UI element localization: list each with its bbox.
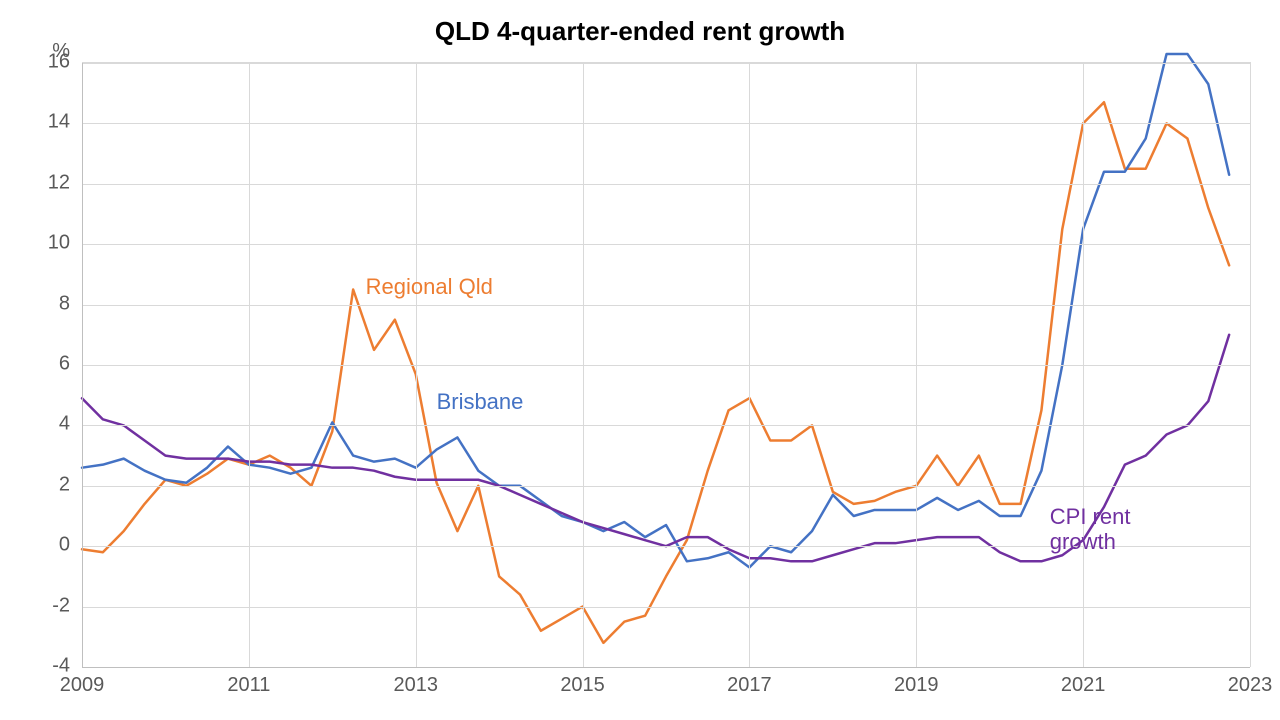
gridline-horizontal — [82, 305, 1250, 306]
y-tick-label: 8 — [0, 292, 70, 315]
gridline-horizontal — [82, 184, 1250, 185]
x-tick-label: 2021 — [1061, 674, 1106, 697]
chart-container: QLD 4-quarter-ended rent growth % -4-202… — [0, 0, 1280, 720]
x-tick-label: 2015 — [560, 674, 605, 697]
y-tick-label: 6 — [0, 353, 70, 376]
series-label-regional_qld: Regional Qld — [366, 274, 493, 300]
y-tick-label: 14 — [0, 111, 70, 134]
y-tick-label: 0 — [0, 534, 70, 557]
gridline-horizontal — [82, 425, 1250, 426]
chart-title: QLD 4-quarter-ended rent growth — [0, 16, 1280, 47]
x-tick-label: 2009 — [60, 674, 105, 697]
plot-area — [82, 62, 1251, 667]
series-line-brisbane — [82, 54, 1229, 567]
y-tick-label: 4 — [0, 413, 70, 436]
x-tick-label: 2017 — [727, 674, 772, 697]
gridline-horizontal — [82, 63, 1250, 64]
gridline-vertical — [1083, 63, 1084, 667]
series-label-brisbane: Brisbane — [437, 389, 524, 415]
gridline-horizontal — [82, 244, 1250, 245]
gridline-vertical — [583, 63, 584, 667]
gridline-vertical — [249, 63, 250, 667]
gridline-vertical — [1250, 63, 1251, 667]
y-axis-line — [82, 63, 83, 667]
x-axis-line — [82, 667, 1250, 668]
x-tick-label: 2011 — [227, 674, 270, 697]
x-tick-label: 2023 — [1228, 674, 1273, 697]
y-tick-label: 2 — [0, 473, 70, 496]
x-tick-label: 2019 — [894, 674, 939, 697]
gridline-vertical — [416, 63, 417, 667]
y-tick-label: 16 — [0, 51, 70, 74]
gridline-horizontal — [82, 486, 1250, 487]
gridline-horizontal — [82, 123, 1250, 124]
x-tick-label: 2013 — [393, 674, 438, 697]
gridline-horizontal — [82, 365, 1250, 366]
series-label-cpi_rent: CPI rentgrowth — [1050, 504, 1131, 555]
gridline-vertical — [749, 63, 750, 667]
y-tick-label: -2 — [0, 594, 70, 617]
y-tick-label: 12 — [0, 171, 70, 194]
y-tick-label: 10 — [0, 232, 70, 255]
gridline-vertical — [916, 63, 917, 667]
gridline-horizontal — [82, 607, 1250, 608]
